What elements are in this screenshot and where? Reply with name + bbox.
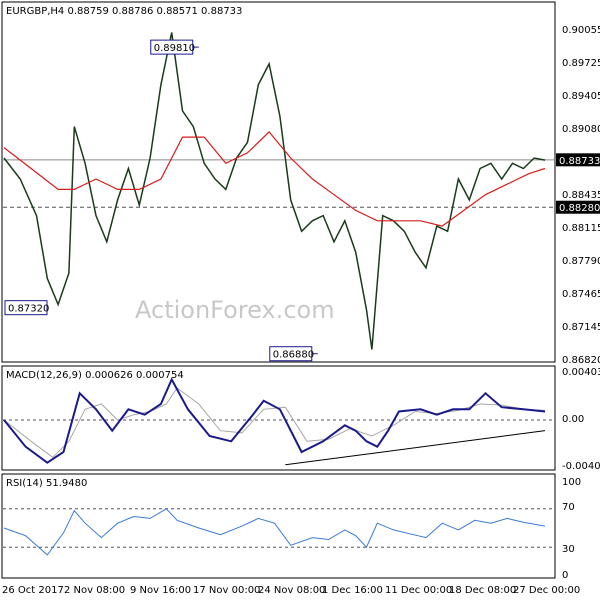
main-panel-frame xyxy=(1,1,556,363)
reference-level-label: 0.88280 xyxy=(559,203,600,214)
annotation-low: 0.86880 xyxy=(269,346,318,362)
rsi-tick-1: 70 xyxy=(562,502,575,513)
current-price-badge xyxy=(556,153,600,167)
annotation-low-left-label: 0.87320 xyxy=(8,304,49,315)
price-tick-1: 0.89725 xyxy=(562,58,600,69)
time-label-5: 1 Dec 16:00 xyxy=(322,585,383,596)
time-label-8: 27 Dec 00:00 xyxy=(513,585,580,596)
price-tick-3: 0.89080 xyxy=(562,124,600,135)
main-panel: EURGBP,H4 0.88759 0.88786 0.88571 0.8873… xyxy=(1,1,600,366)
price-tick-0: 0.90055 xyxy=(562,25,600,36)
price-tick-8: 0.87145 xyxy=(562,322,600,333)
annotation-low-left: 0.87320 xyxy=(4,300,49,316)
macd-label: MACD(12,26,9) 0.000626 0.000754 xyxy=(6,370,184,381)
time-label-3: 17 Nov 00:00 xyxy=(193,585,260,596)
annotation-low-left-box xyxy=(4,300,48,316)
macd-trendline xyxy=(285,430,546,466)
price-axis: 0.90055 0.89725 0.89405 0.89080 0.88435 … xyxy=(556,25,600,366)
time-axis: 26 Oct 2017 2 Nov 08:00 9 Nov 16:00 17 N… xyxy=(2,585,580,596)
current-price-label: 0.88733 xyxy=(559,156,600,167)
macd-panel: MACD(12,26,9) 0.000626 0.000754 0.00403 … xyxy=(1,365,600,472)
macd-tick-0: 0.00403 xyxy=(562,367,600,378)
time-label-7: 18 Dec 08:00 xyxy=(449,585,516,596)
rsi-tick-2: 30 xyxy=(562,544,575,555)
symbol-header: EURGBP,H4 0.88759 0.88786 0.88571 0.8873… xyxy=(6,6,242,17)
annotation-high: 0.89810 xyxy=(150,39,199,55)
watermark: ActionForex.com xyxy=(135,296,335,324)
rsi-line xyxy=(3,508,546,556)
annotation-low-box xyxy=(269,346,313,362)
annotation-low-label: 0.86880 xyxy=(273,350,314,361)
price-tick-4: 0.88435 xyxy=(562,190,600,201)
rsi-tick-0: 100 xyxy=(562,477,581,488)
macd-tick-1: 0.00 xyxy=(562,414,584,425)
price-tick-6: 0.87790 xyxy=(562,256,600,267)
macd-panel-frame xyxy=(1,365,556,471)
price-tick-2: 0.89405 xyxy=(562,91,600,102)
rsi-panel: RSI(14) 51.9480 100 70 30 0 xyxy=(1,473,581,581)
annotation-high-box xyxy=(150,39,194,55)
moving-average-line xyxy=(3,131,546,227)
reference-level-badge xyxy=(556,200,600,214)
rsi-tick-3: 0 xyxy=(562,570,568,581)
price-tick-5: 0.88115 xyxy=(562,223,600,234)
time-label-1: 2 Nov 08:00 xyxy=(64,585,125,596)
price-tick-7: 0.87465 xyxy=(562,289,600,300)
annotation-high-label: 0.89810 xyxy=(154,43,195,54)
price-tick-9: 0.86820 xyxy=(562,355,600,366)
macd-tick-2: -0.004021 xyxy=(562,461,600,472)
macd-main-line xyxy=(3,377,546,464)
price-series-line xyxy=(3,32,546,350)
time-label-2: 9 Nov 16:00 xyxy=(130,585,191,596)
time-label-0: 26 Oct 2017 xyxy=(2,585,64,596)
rsi-label: RSI(14) 51.9480 xyxy=(6,478,87,489)
time-label-4: 24 Nov 08:00 xyxy=(258,585,325,596)
rsi-panel-frame xyxy=(1,473,556,579)
time-label-6: 11 Dec 00:00 xyxy=(385,585,452,596)
